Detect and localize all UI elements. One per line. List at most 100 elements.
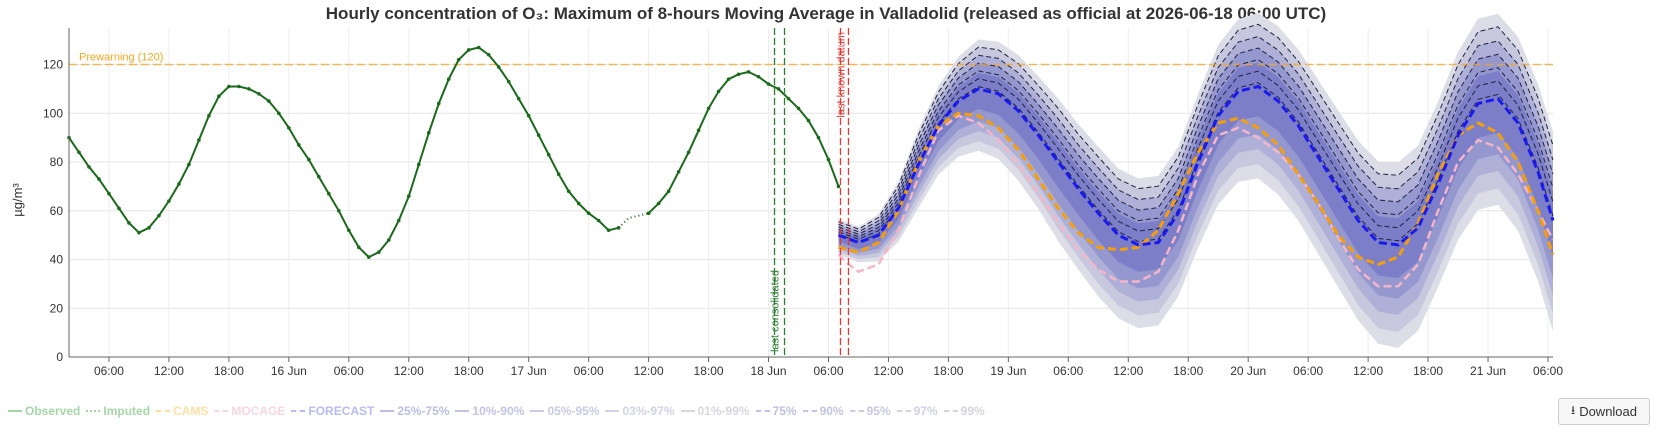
legend-swatch	[8, 410, 22, 412]
legend-swatch	[380, 410, 395, 412]
legend-swatch	[680, 410, 695, 412]
x-tick-label: 06:00	[813, 364, 843, 378]
observed-point	[357, 245, 361, 250]
observed-point	[277, 111, 281, 116]
x-tick-label: 19 Jun	[990, 364, 1026, 378]
x-tick-label: 18:00	[933, 364, 963, 378]
legend-label: 10%-90%	[472, 404, 525, 418]
legend-item[interactable]: 95%	[849, 404, 891, 418]
legend-swatch	[896, 410, 911, 412]
observed-point	[786, 96, 791, 101]
chart-area: Hourly concentration of O₃: Maximum of 8…	[10, 4, 1563, 378]
observed-point	[207, 113, 211, 118]
observed-point	[596, 218, 601, 223]
legend-label: CAMS	[173, 404, 209, 418]
observed-point	[127, 221, 131, 225]
observed-point	[337, 208, 341, 213]
legend-swatch	[291, 410, 306, 412]
observed-point	[466, 48, 471, 52]
download-button[interactable]: ⭳ Download	[1558, 398, 1650, 425]
observed-point	[77, 150, 81, 155]
legend-swatch	[156, 410, 171, 412]
observed-point	[586, 211, 591, 216]
x-tick-label: 06:00	[94, 364, 124, 378]
observed-point	[756, 74, 761, 79]
observed-point	[556, 172, 561, 177]
observed-line	[68, 46, 619, 259]
observed-point	[696, 128, 701, 133]
observed-point	[476, 45, 481, 50]
observed-point	[766, 82, 771, 86]
x-tick-label: 18:00	[454, 364, 484, 378]
observed-point	[806, 118, 811, 123]
download-icon: ⭳	[1570, 403, 1576, 417]
legend-item[interactable]: 90%	[802, 404, 844, 418]
legend-swatch	[755, 410, 770, 412]
x-tick-label: 18:00	[1413, 364, 1443, 378]
legend-label: 25%-75%	[397, 404, 450, 418]
observed-point	[426, 130, 431, 135]
observed-point	[816, 135, 821, 140]
observed-point	[546, 152, 551, 157]
forecast-quantile-line	[838, 23, 1554, 230]
observed-point	[826, 157, 831, 162]
observed-point	[327, 191, 331, 196]
observed-point	[746, 70, 751, 74]
legend-item[interactable]: 99%	[943, 404, 985, 418]
y-tick-label: 20	[50, 301, 64, 315]
legend-item[interactable]: 03%-97%	[605, 404, 675, 418]
forecast-quantile-line	[838, 35, 1554, 233]
legend-label: Observed	[25, 404, 81, 418]
observed-point	[97, 177, 101, 181]
observed-point	[676, 169, 681, 174]
legend-item[interactable]: FORECAST	[291, 404, 374, 418]
x-tick-label: 12:00	[1353, 364, 1383, 378]
legend-label: Imputed	[103, 404, 151, 418]
x-tick-label: 18 Jun	[751, 364, 787, 378]
legend-item[interactable]: CAMS	[156, 404, 208, 418]
observed-point	[716, 89, 721, 94]
legend-item[interactable]: Observed	[8, 404, 80, 418]
legend-label: 03%-97%	[622, 404, 675, 418]
observed-point	[456, 57, 461, 62]
observed-point	[117, 206, 121, 211]
observed-point	[506, 79, 511, 84]
legend-item[interactable]: 25%-75%	[380, 404, 449, 418]
forecast-quantile-line	[838, 59, 1554, 238]
x-tick-label: 16 Jun	[271, 364, 307, 378]
x-tick-label: 17 Jun	[511, 364, 547, 378]
x-tick-label: 06:00	[1293, 364, 1323, 378]
legend-swatch	[605, 410, 620, 412]
legend-swatch	[802, 410, 817, 412]
observed-point	[227, 84, 231, 89]
observed-point	[536, 133, 541, 138]
x-tick-label: 12:00	[1113, 364, 1143, 378]
cams-line	[838, 111, 1555, 266]
legend-item[interactable]: MOCAGE	[214, 404, 285, 418]
forecast-quantile-line	[838, 47, 1554, 235]
x-tick-label: 12:00	[154, 364, 184, 378]
y-tick-label: 100	[43, 106, 63, 120]
legend-item[interactable]: 75%	[755, 404, 797, 418]
observed-point	[287, 126, 291, 130]
legend-item[interactable]: 05%-95%	[530, 404, 599, 418]
y-tick-label: 80	[50, 155, 64, 169]
legend-item[interactable]: 01%-99%	[680, 404, 750, 418]
legend-item[interactable]: Imputed	[86, 404, 150, 418]
observed-point	[406, 194, 411, 198]
observed-point	[307, 157, 311, 162]
chart-title: Hourly concentration of O₃: Maximum of 8…	[326, 4, 1326, 23]
y-tick-label: 0	[56, 350, 63, 364]
observed-point	[446, 77, 451, 81]
forecast-quantile-line	[838, 70, 1554, 240]
observed-point	[726, 77, 731, 81]
legend-item[interactable]: 97%	[896, 404, 938, 418]
observed-point	[187, 162, 191, 167]
observed-point	[836, 184, 841, 189]
observed-point	[317, 174, 321, 179]
observed-point	[237, 84, 241, 89]
observed-point	[347, 228, 351, 233]
vertical-marker-label: last consolidated	[770, 270, 782, 352]
observed-point	[646, 211, 651, 216]
legend-item[interactable]: 10%-90%	[455, 404, 524, 418]
